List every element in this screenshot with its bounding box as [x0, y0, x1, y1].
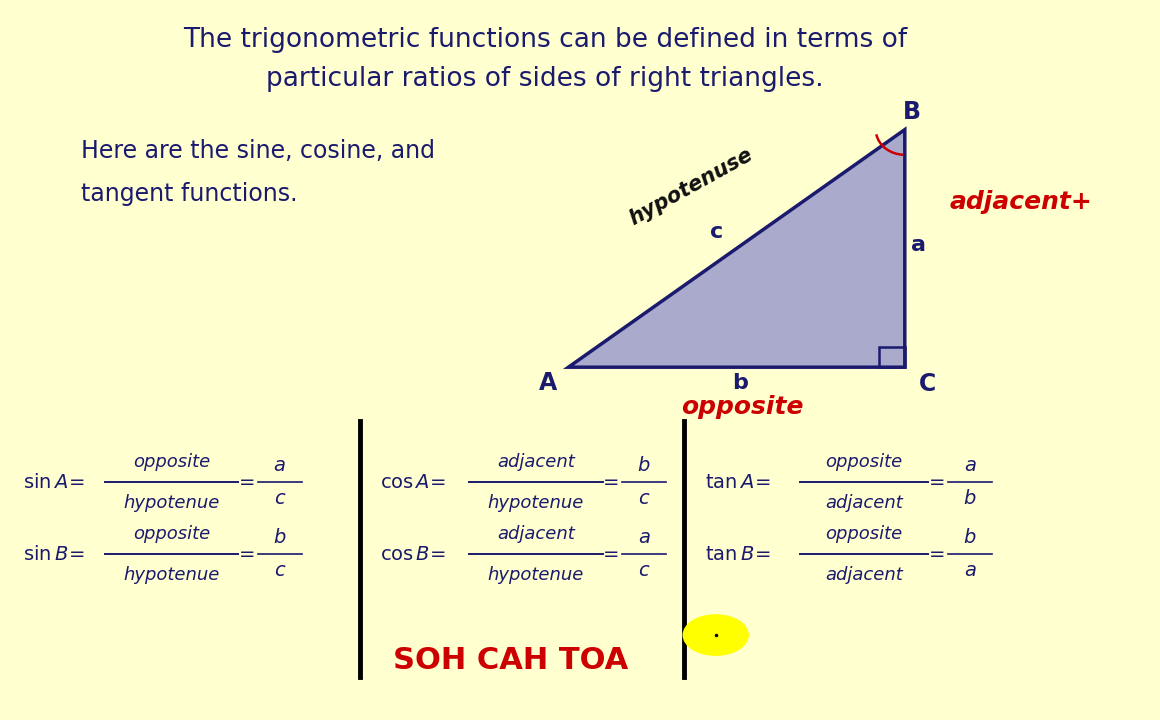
Text: adjacent+: adjacent+ [949, 189, 1093, 214]
Text: b: b [638, 456, 650, 475]
Text: b: b [274, 528, 285, 547]
Text: =: = [929, 545, 945, 564]
Text: c: c [274, 490, 285, 508]
Text: opposite: opposite [133, 526, 210, 543]
Text: c: c [274, 562, 285, 580]
Text: a: a [912, 235, 926, 255]
Text: a: a [964, 456, 976, 475]
Text: opposite: opposite [681, 395, 804, 419]
Text: a: a [638, 528, 650, 547]
Text: hypotenue: hypotenue [123, 566, 220, 583]
Text: tangent functions.: tangent functions. [81, 182, 298, 207]
Text: hypotenuse: hypotenuse [626, 145, 756, 230]
Text: B: B [902, 99, 921, 124]
Text: $\sin A\!=\!$: $\sin A\!=\!$ [23, 473, 85, 492]
Text: b: b [964, 528, 976, 547]
Text: SOH CAH TOA: SOH CAH TOA [393, 646, 628, 675]
Text: opposite: opposite [826, 526, 902, 543]
Text: =: = [929, 473, 945, 492]
Text: $\cos A\!=\!$: $\cos A\!=\!$ [380, 473, 447, 492]
Text: adjacent: adjacent [825, 494, 904, 511]
Text: =: = [239, 473, 255, 492]
Text: adjacent: adjacent [496, 454, 575, 471]
Text: particular ratios of sides of right triangles.: particular ratios of sides of right tria… [267, 66, 824, 92]
Text: opposite: opposite [133, 454, 210, 471]
Text: A: A [538, 371, 557, 395]
Text: c: c [638, 490, 650, 508]
Text: opposite: opposite [826, 454, 902, 471]
Text: =: = [603, 473, 619, 492]
Text: c: c [710, 222, 724, 242]
Polygon shape [568, 130, 905, 367]
Circle shape [683, 615, 748, 655]
Text: $\tan B\!=\!$: $\tan B\!=\!$ [705, 545, 770, 564]
Text: adjacent: adjacent [496, 526, 575, 543]
Text: b: b [964, 490, 976, 508]
Text: =: = [603, 545, 619, 564]
Text: hypotenue: hypotenue [487, 566, 585, 583]
Text: hypotenue: hypotenue [487, 494, 585, 511]
Text: =: = [239, 545, 255, 564]
Text: $\tan A\!=\!$: $\tan A\!=\!$ [705, 473, 770, 492]
Text: C: C [920, 372, 936, 397]
Text: b: b [732, 373, 748, 393]
Text: a: a [964, 562, 976, 580]
Text: $\sin B\!=\!$: $\sin B\!=\!$ [23, 545, 85, 564]
Text: Here are the sine, cosine, and: Here are the sine, cosine, and [81, 139, 435, 163]
Text: c: c [638, 562, 650, 580]
Text: The trigonometric functions can be defined in terms of: The trigonometric functions can be defin… [183, 27, 907, 53]
Text: adjacent: adjacent [825, 566, 904, 583]
Text: $\cos B\!=\!$: $\cos B\!=\!$ [380, 545, 447, 564]
Text: a: a [274, 456, 285, 475]
Text: hypotenue: hypotenue [123, 494, 220, 511]
